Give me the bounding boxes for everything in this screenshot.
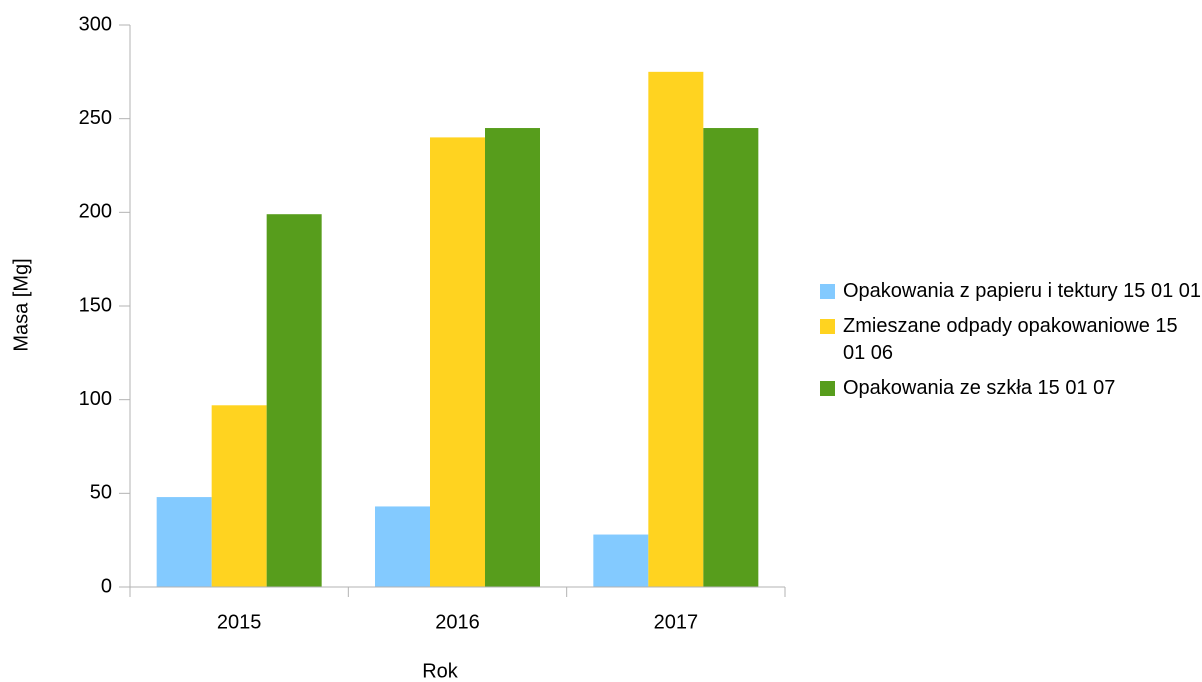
legend-item: Zmieszane odpady opakowaniowe 15 01 06: [818, 313, 1202, 367]
y-tick-label: 100: [79, 388, 112, 410]
legend-label: Opakowania ze szkła 15 01 07: [843, 377, 1116, 399]
bar: [430, 137, 485, 587]
x-tick-label: 2017: [654, 611, 699, 633]
legend: Opakowania z papieru i tektury 15 01 01 Z…: [818, 278, 1202, 410]
legend-item: Opakowania z papieru i tektury 15 01 01: [818, 278, 1202, 305]
bar: [703, 128, 759, 588]
y-tick-label: 300: [79, 13, 112, 35]
legend-swatch: [820, 319, 835, 334]
y-tick-label: 200: [79, 201, 112, 223]
bar: [648, 71, 704, 588]
y-tick-label: 50: [90, 482, 112, 504]
bar: [485, 128, 540, 588]
bar: [156, 497, 212, 587]
bar: [211, 405, 267, 587]
bar: [266, 214, 322, 587]
y-axis-label: Masa [Mg]: [10, 258, 32, 351]
y-tick-label: 0: [101, 575, 112, 597]
x-axis-label: Rok: [422, 660, 459, 682]
bar: [593, 534, 649, 587]
x-tick-label: 2016: [435, 611, 480, 633]
legend-item: Opakowania ze szkła 15 01 07: [818, 375, 1202, 402]
legend-swatch: [820, 381, 835, 396]
legend-label: Zmieszane odpady opakowaniowe 15 01 06: [843, 315, 1178, 364]
x-tick-label: 2015: [217, 611, 262, 633]
bar: [375, 506, 430, 587]
legend-swatch: [820, 284, 835, 299]
legend-label: Opakowania z papieru i tektury 15 01 01: [843, 280, 1201, 302]
y-tick-label: 150: [79, 294, 112, 316]
y-tick-label: 250: [79, 107, 112, 129]
